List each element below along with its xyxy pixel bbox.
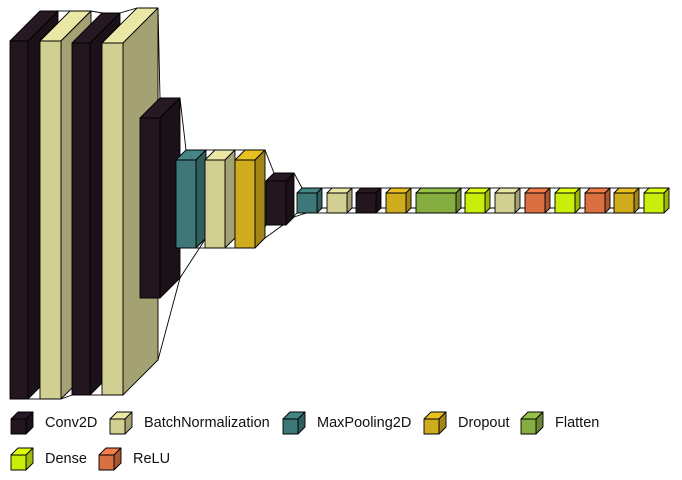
connector-top-5	[179, 97, 187, 151]
layer-17-relu-front	[524, 192, 546, 214]
layer-14-flatten-side	[455, 187, 462, 214]
layer-13-dropout-side	[405, 187, 412, 214]
layer-5-conv2d-front	[139, 117, 161, 299]
layer-21-dense-side	[663, 187, 670, 214]
layer-19-relu-side	[604, 187, 611, 214]
legend-item-batchnormalization: BatchNormalization	[108, 410, 270, 436]
layer-6-pool	[175, 149, 207, 249]
layer-15-dense	[464, 187, 491, 214]
layer-18-dense-front	[554, 192, 576, 214]
layer-1-conv2d-front	[9, 40, 29, 400]
legend-label: Dropout	[458, 415, 510, 431]
layer-19-relu-front	[584, 192, 606, 214]
layer-18-dense-side	[574, 187, 581, 214]
legend: Conv2D BatchNormalization MaxPooling2D D…	[0, 405, 682, 480]
swatch-front	[109, 418, 126, 435]
layer-9-conv2d	[265, 172, 295, 226]
connector-back-4	[157, 277, 181, 361]
connector-top-2	[90, 10, 103, 14]
layer-21-dense	[643, 187, 670, 214]
layer-12-conv2d	[355, 187, 382, 214]
conv2d-swatch-icon	[10, 411, 34, 435]
layer-11-bn-front	[326, 192, 348, 214]
connector-top-9	[293, 172, 303, 189]
legend-label: Dense	[45, 451, 87, 467]
layer-9-conv2d-side	[285, 172, 295, 226]
layer-10-pool-side	[316, 187, 323, 214]
relu-swatch-icon	[98, 447, 122, 471]
layer-16-bn-side	[514, 187, 521, 214]
legend-item-maxpooling2d: MaxPooling2D	[281, 410, 411, 436]
layer-boxes	[9, 7, 670, 400]
legend-item-dense: Dense	[9, 446, 87, 472]
legend-label: MaxPooling2D	[317, 415, 412, 431]
layer-14-flatten-top	[415, 187, 462, 194]
legend-item-conv2d: Conv2D	[9, 410, 97, 436]
legend-item-flatten: Flatten	[519, 410, 599, 436]
layer-14-flatten-front	[415, 192, 457, 214]
layer-15-dense-front	[464, 192, 486, 214]
layer-11-bn	[326, 187, 353, 214]
layer-10-pool-front	[296, 192, 318, 214]
layer-15-dense-side	[484, 187, 491, 214]
legend-label: Flatten	[555, 415, 600, 431]
layer-16-bn	[494, 187, 521, 214]
layer-20-dropout-side	[633, 187, 640, 214]
maxpooling-swatch-icon	[282, 411, 306, 435]
swatch-front	[520, 418, 537, 435]
layer-12-conv2d-front	[355, 192, 377, 214]
legend-label: ReLU	[133, 451, 171, 467]
layer-20-dropout	[613, 187, 640, 214]
layer-7-bn-front	[204, 159, 226, 249]
layer-7-bn	[204, 149, 236, 249]
dropout-swatch-icon	[423, 411, 447, 435]
layer-19-relu	[584, 187, 611, 214]
layer-8-dropout-front	[234, 159, 256, 249]
layer-12-conv2d-side	[375, 187, 382, 214]
legend-item-relu: ReLU	[97, 446, 170, 472]
swatch-front	[98, 454, 115, 471]
flatten-swatch-icon	[520, 411, 544, 435]
layer-8-dropout-side	[254, 149, 266, 249]
connector-bottom-2	[60, 394, 73, 400]
layer-18-dense	[554, 187, 581, 214]
batchnorm-swatch-icon	[109, 411, 133, 435]
swatch-front	[282, 418, 299, 435]
layer-20-dropout-front	[613, 192, 635, 214]
layer-8-dropout	[234, 149, 266, 249]
layer-16-bn-front	[494, 192, 516, 214]
layer-21-dense-front	[643, 192, 665, 214]
layer-10-pool	[296, 187, 323, 214]
layer-13-dropout	[385, 187, 412, 214]
connector-top-3	[119, 7, 138, 14]
layer-5-conv2d	[139, 97, 181, 299]
layer-3-conv2d-front	[71, 42, 91, 396]
layer-7-bn-side	[224, 149, 236, 249]
legend-label: Conv2D	[45, 415, 98, 431]
swatch-front	[10, 418, 27, 435]
layer-2-bn-front	[39, 40, 62, 400]
layer-6-pool-side	[195, 149, 207, 249]
layer-17-relu-side	[544, 187, 551, 214]
layer-13-dropout-front	[385, 192, 407, 214]
swatch-front	[10, 454, 27, 471]
connector-top-8	[264, 149, 275, 174]
layer-11-bn-side	[346, 187, 353, 214]
layer-14-flatten	[415, 187, 462, 214]
network-diagram	[9, 7, 670, 400]
layer-4-bn-front	[101, 42, 124, 396]
layer-9-conv2d-front	[265, 180, 287, 226]
layer-17-relu	[524, 187, 551, 214]
connector-back-5	[179, 237, 207, 279]
swatch-front	[423, 418, 440, 435]
legend-label: BatchNormalization	[144, 415, 270, 431]
legend-item-dropout: Dropout	[422, 410, 510, 436]
layer-6-pool-front	[175, 159, 197, 249]
dense-swatch-icon	[10, 447, 34, 471]
